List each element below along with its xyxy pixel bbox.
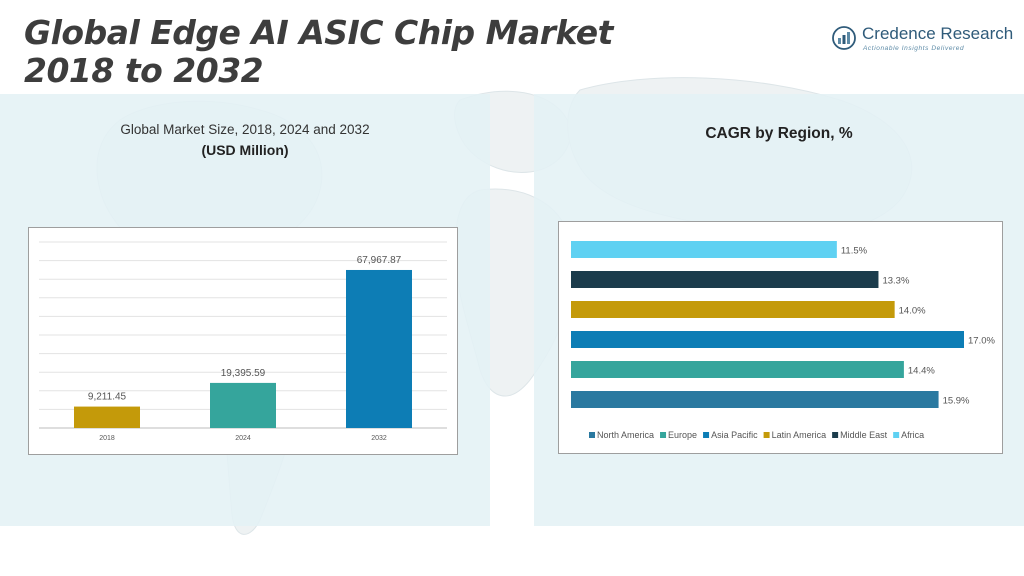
bar-africa [571,241,837,258]
cagr-chart: 11.5% 13.3% 14.0% 17.0% 14.4% 15.9% North Amer… [558,221,1003,454]
legend-label-africa: Africa [901,430,924,440]
data-label-europe: 14.4% [908,366,935,377]
data-label-latin-america: 14.0% [899,306,926,317]
x-tick-2024: 2024 [235,435,251,442]
page-title-line2: 2018 to 2032 [24,51,264,90]
logo-tagline: Actionable Insights Delivered [863,45,965,52]
data-label-middle-east: 13.3% [882,276,909,287]
data-label-2024: 19,395.59 [221,368,266,379]
legend-label-latin-america: Latin America [772,430,827,440]
logo-name: Credence Research [862,24,1014,43]
data-label-africa: 11.5% [841,246,868,257]
legend-label-asia-pacific: Asia Pacific [711,430,758,440]
bar-2032 [346,269,412,428]
page-title: Global Edge AI ASIC Chip Market 2018 to … [24,14,613,90]
credence-research-logo: Credence Research Actionable Insights De… [832,24,1013,54]
legend-label-europe: Europe [668,430,697,440]
data-label-2032: 67,967.87 [357,255,402,266]
cagr-chart-svg: 11.5% 13.3% 14.0% 17.0% 14.4% 15.9% North Amer… [571,241,995,440]
bar-north-america [571,391,939,408]
x-tick-2032: 2032 [371,435,387,442]
legend-swatch-latin-america [763,432,770,438]
legend-label-middle-east: Middle East [840,430,888,440]
market-size-subtitle: Global Market Size, 2018, 2024 and 2032 [120,122,370,137]
market-size-unit: (USD Million) [201,142,289,158]
legend-swatch-middle-east [832,432,839,438]
bar-middle-east [571,271,879,288]
bar-latin-america [571,301,895,318]
cagr-chart-title: CAGR by Region, % [705,125,853,142]
data-label-2018: 9,211.45 [88,392,127,403]
page-title-line1: Global Edge AI ASIC Chip Market [24,13,613,52]
bar-asia-pacific [571,331,964,348]
x-tick-2018: 2018 [99,435,115,442]
legend-label-north-america: North America [597,430,654,440]
bar-2024 [210,382,276,428]
legend-swatch-europe [660,432,667,438]
legend-swatch-asia-pacific [703,432,710,438]
legend-swatch-africa [893,432,900,438]
market-size-chart: 9,211.45 2018 19,395.59 2024 67,967.87 2032 [28,227,458,455]
market-size-chart-svg: 9,211.45 2018 19,395.59 2024 67,967.87 2032 [39,241,447,442]
bar-2018 [74,406,140,428]
data-label-asia-pacific: 17.0% [968,336,995,347]
legend-swatch-north-america [589,432,595,438]
bar-europe [571,361,904,378]
data-label-north-america: 15.9% [943,396,970,407]
bar-chart-logo-icon [832,26,856,50]
